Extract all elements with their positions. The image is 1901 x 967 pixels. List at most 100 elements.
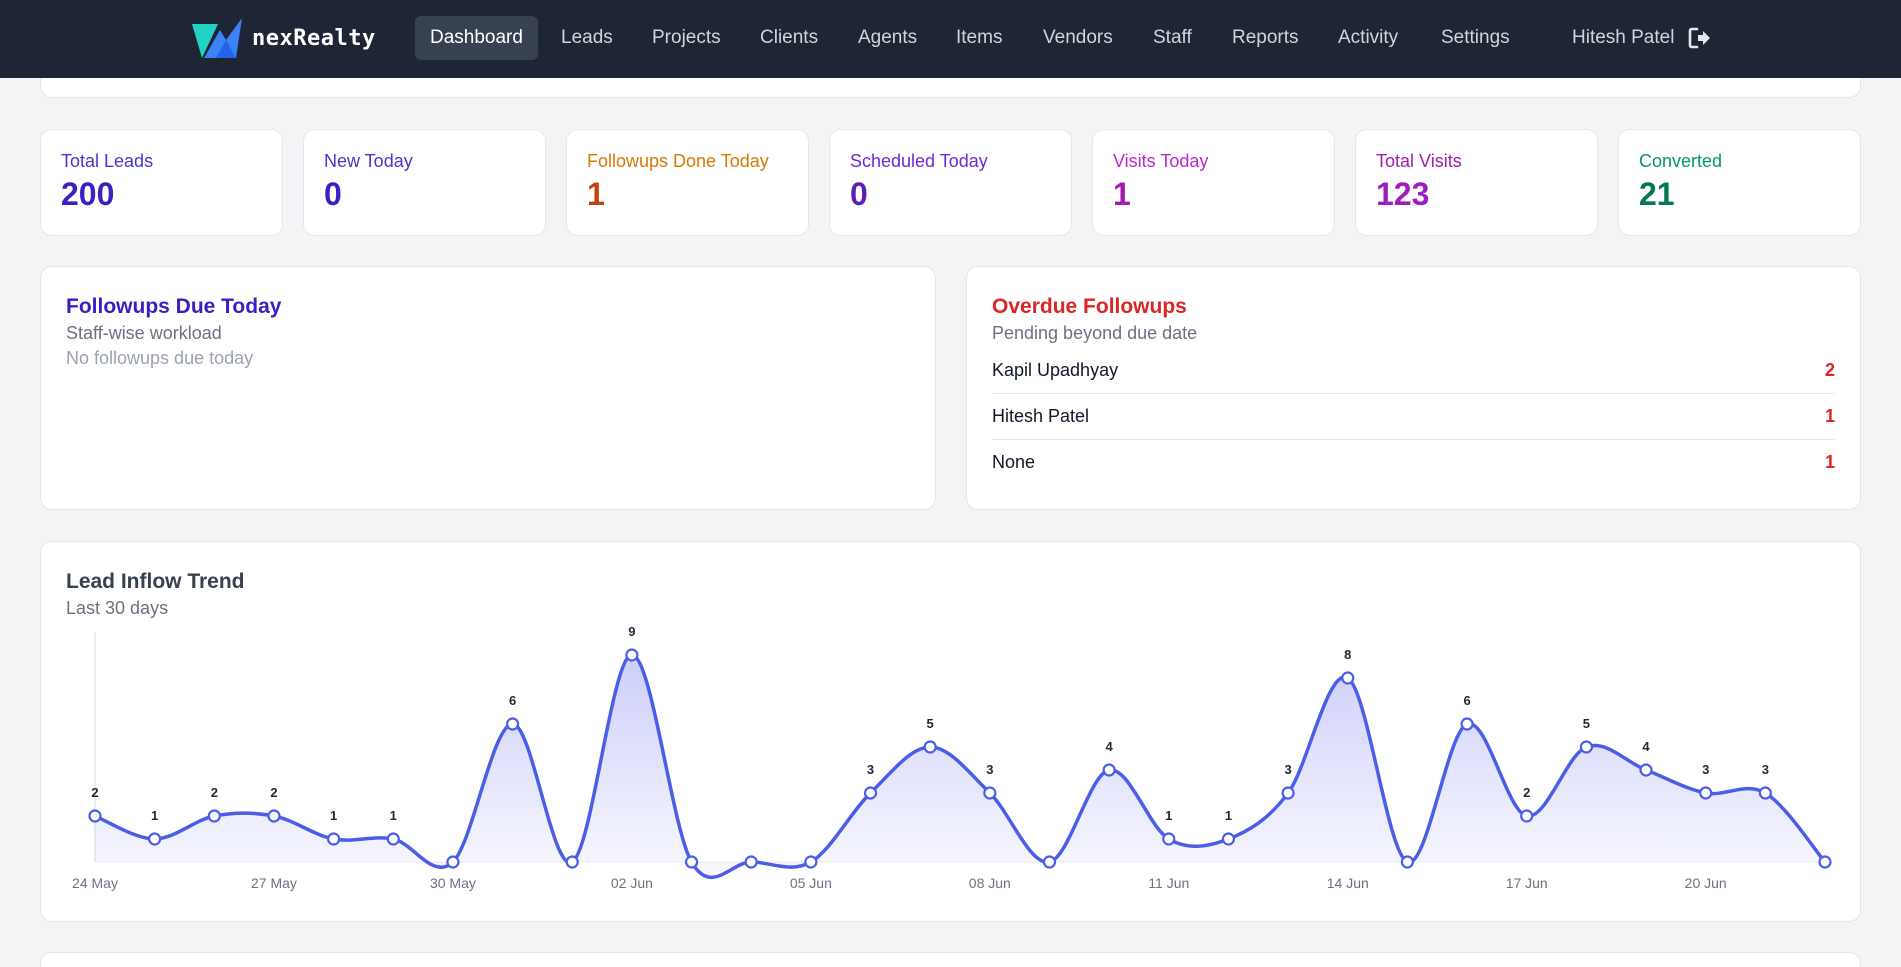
- brand-logo[interactable]: nexRealty: [190, 16, 376, 60]
- data-point[interactable]: [1818, 855, 1832, 869]
- stat-card-total-leads: Total Leads 200: [40, 129, 283, 236]
- data-point[interactable]: [1699, 786, 1713, 800]
- data-label: 1: [151, 808, 158, 823]
- nav-vendors[interactable]: Vendors: [1043, 27, 1113, 48]
- nav-projects[interactable]: Projects: [652, 27, 721, 48]
- data-point[interactable]: [88, 809, 102, 823]
- data-label: 2: [91, 785, 98, 800]
- chart-subtitle: Last 30 days: [66, 598, 169, 618]
- data-point[interactable]: [386, 832, 400, 846]
- data-label: 6: [1463, 693, 1470, 708]
- stat-label: New Today: [324, 151, 413, 171]
- data-label: 3: [867, 762, 874, 777]
- data-label: 4: [1106, 739, 1114, 754]
- stat-label: Scheduled Today: [850, 151, 988, 171]
- data-label: 3: [1702, 762, 1709, 777]
- data-label: 4: [1642, 739, 1650, 754]
- data-label: 5: [1583, 716, 1590, 731]
- data-point[interactable]: [1758, 786, 1772, 800]
- data-point[interactable]: [863, 786, 878, 800]
- data-label: 1: [330, 808, 337, 823]
- stat-value: 123: [1376, 176, 1430, 212]
- overdue-row: Kapil Upadhyay 2: [992, 348, 1835, 394]
- x-tick-label: 30 May: [430, 875, 476, 891]
- x-tick-label: 14 Jun: [1327, 875, 1369, 891]
- x-tick-label: 08 Jun: [969, 875, 1011, 891]
- current-user-name: Hitesh Patel: [1572, 27, 1675, 48]
- nav-activity[interactable]: Activity: [1338, 27, 1399, 48]
- panel-title: Overdue Followups: [992, 295, 1187, 318]
- overdue-count: 1: [1824, 452, 1835, 472]
- data-point[interactable]: [1341, 671, 1355, 685]
- nav-dashboard[interactable]: Dashboard: [415, 16, 538, 60]
- x-tick-label: 05 Jun: [790, 875, 832, 891]
- stat-value: 21: [1639, 176, 1675, 212]
- data-point[interactable]: [1042, 855, 1057, 869]
- stat-value: 0: [324, 176, 342, 212]
- data-point[interactable]: [923, 740, 937, 754]
- data-point[interactable]: [1162, 832, 1176, 846]
- data-point[interactable]: [446, 855, 460, 869]
- stat-label: Converted: [1639, 151, 1723, 171]
- data-label: 1: [390, 808, 397, 823]
- data-label: 1: [1225, 808, 1232, 823]
- nav-clients[interactable]: Clients: [760, 27, 819, 48]
- logout-icon[interactable]: [1688, 27, 1712, 49]
- stat-card-scheduled-today: Scheduled Today 0: [829, 129, 1072, 236]
- stat-label: Total Leads: [61, 151, 154, 171]
- stat-label: Total Visits: [1376, 151, 1462, 171]
- data-point[interactable]: [505, 717, 520, 731]
- data-point[interactable]: [744, 855, 758, 869]
- overdue-count: 2: [1824, 360, 1835, 380]
- stat-value: 200: [61, 176, 115, 212]
- data-point[interactable]: [327, 832, 341, 846]
- nav-leads[interactable]: Leads: [561, 27, 613, 48]
- stat-card-visits-today: Visits Today 1: [1092, 129, 1335, 236]
- panel-subtitle: Staff-wise workload: [66, 323, 222, 343]
- data-label: 1: [1165, 808, 1172, 823]
- empty-state-text: No followups due today: [66, 348, 254, 368]
- stat-card-converted: Converted 21: [1618, 129, 1861, 236]
- nexrealty-logo-icon: [192, 18, 242, 58]
- data-point[interactable]: [1102, 763, 1116, 777]
- nav-staff[interactable]: Staff: [1153, 27, 1192, 48]
- stat-label: Visits Today: [1113, 151, 1209, 171]
- data-point[interactable]: [565, 855, 579, 869]
- nav-items[interactable]: Items: [956, 27, 1003, 48]
- data-point[interactable]: [983, 786, 997, 800]
- data-point[interactable]: [207, 809, 221, 823]
- x-tick-label: 20 Jun: [1685, 875, 1727, 891]
- data-label: 5: [927, 716, 934, 731]
- stat-label: Followups Done Today: [587, 151, 769, 171]
- nav-settings[interactable]: Settings: [1441, 27, 1510, 48]
- nav-reports[interactable]: Reports: [1232, 27, 1299, 48]
- data-point[interactable]: [1400, 855, 1415, 869]
- data-point[interactable]: [267, 809, 281, 823]
- data-point[interactable]: [1460, 717, 1474, 731]
- panel-subtitle: Pending beyond due date: [992, 323, 1198, 343]
- data-point[interactable]: [1639, 763, 1653, 777]
- x-tick-label: 02 Jun: [611, 875, 653, 891]
- stat-card-total-visits: Total Visits 123: [1355, 129, 1598, 236]
- data-point[interactable]: [148, 832, 162, 846]
- staff-name: None: [992, 452, 1036, 472]
- lead-inflow-trend-panel: Lead Inflow Trend Last 30 days 2 1 2 2 1 1 6 9 3…: [40, 541, 1861, 922]
- stat-card-followups-done: Followups Done Today 1: [566, 129, 809, 236]
- trend-area-fill: [95, 655, 1825, 878]
- stat-card-new-today: New Today 0: [303, 129, 546, 236]
- data-point[interactable]: [1221, 832, 1236, 846]
- data-point[interactable]: [1281, 786, 1295, 800]
- data-label: 3: [1284, 762, 1291, 777]
- stat-value: 1: [587, 176, 605, 212]
- data-label: 6: [509, 693, 516, 708]
- top-navbar: nexRealty Dashboard Leads Projects Clien…: [0, 0, 1901, 78]
- data-point[interactable]: [1520, 809, 1534, 823]
- data-point[interactable]: [1579, 740, 1593, 754]
- data-point[interactable]: [804, 855, 818, 869]
- chart-title: Lead Inflow Trend: [66, 570, 245, 593]
- data-point[interactable]: [684, 855, 699, 869]
- nav-agents[interactable]: Agents: [858, 27, 918, 48]
- stat-value: 0: [850, 176, 868, 212]
- data-point[interactable]: [625, 648, 639, 662]
- x-tick-label: 24 May: [72, 875, 118, 891]
